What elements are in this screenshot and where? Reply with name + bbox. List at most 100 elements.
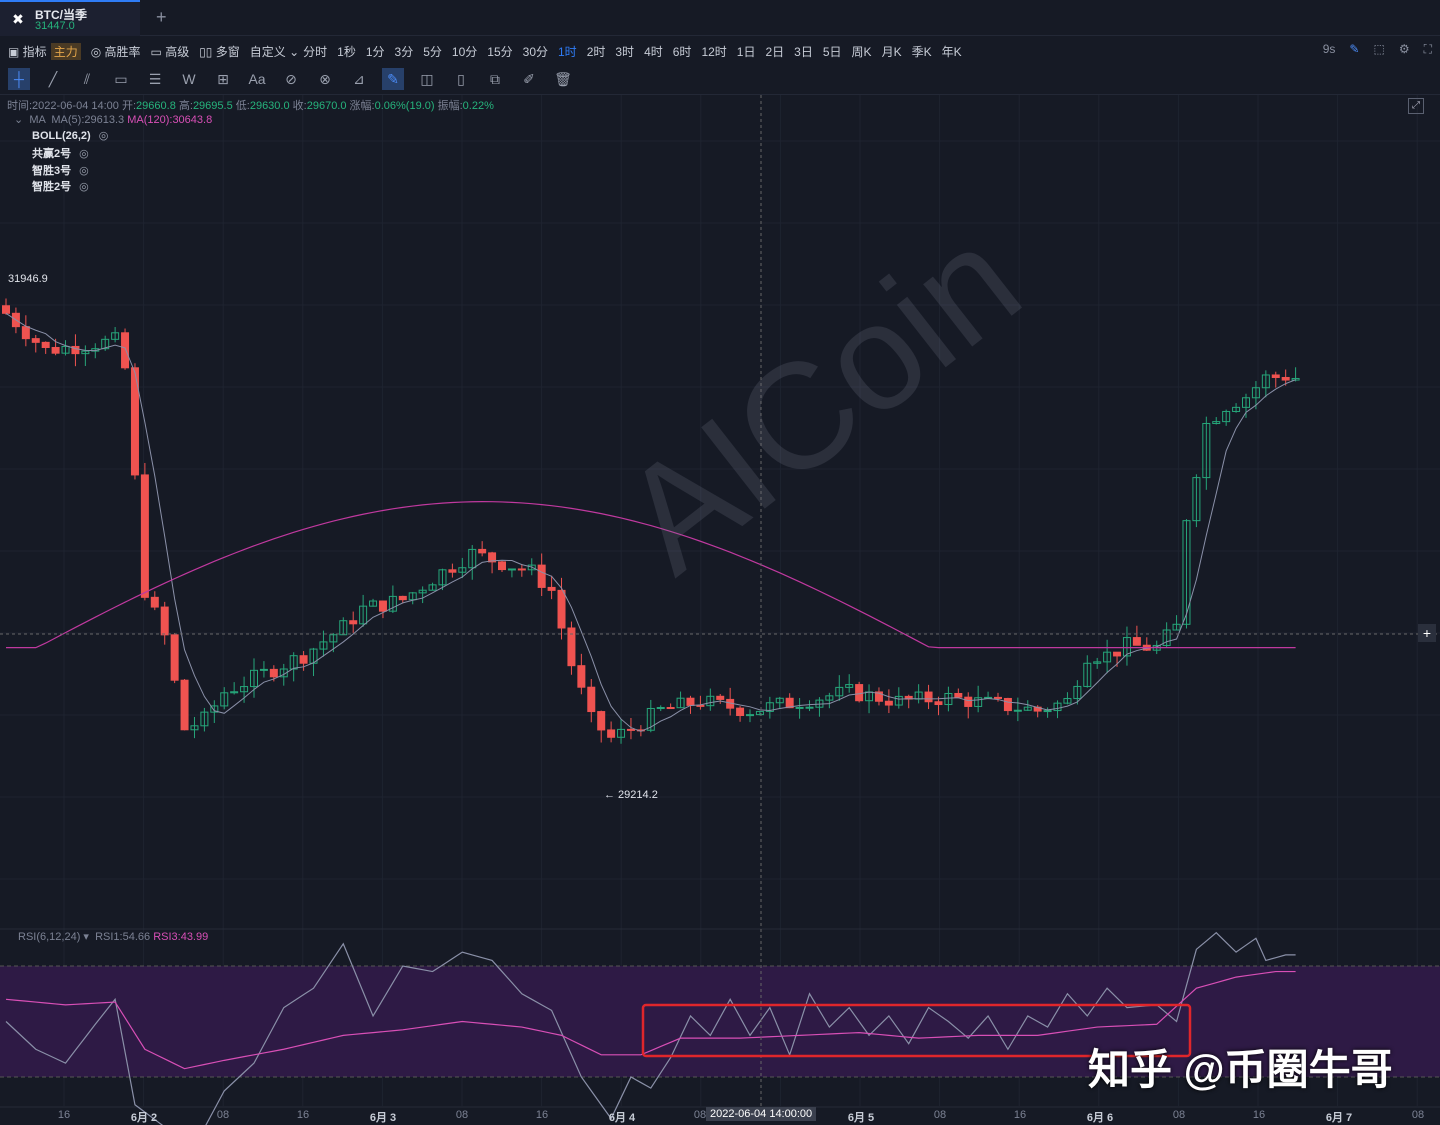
measure-icon[interactable]: ⊞: [217, 71, 229, 87]
magnet-icon[interactable]: ⊘: [285, 71, 297, 87]
advanced-label: 高级: [165, 44, 190, 59]
candle-body: [507, 568, 516, 571]
pencil-icon[interactable]: ✎: [1349, 42, 1360, 56]
text-icon[interactable]: Aa: [248, 71, 266, 87]
period-16[interactable]: 3日: [794, 44, 813, 59]
hide-eye-icon[interactable]: ◎: [79, 181, 89, 193]
candle-body: [210, 705, 219, 713]
draw-mode-icon[interactable]: ✎: [382, 68, 404, 90]
rsi-legend[interactable]: RSI(6,12,24) ▾ RSI1:54.66 RSI3:43.99: [18, 931, 209, 943]
parallel-icon[interactable]: ⫽: [83, 71, 91, 87]
close-value: 29670.0: [306, 100, 347, 112]
expand-icon[interactable]: ⤢: [1408, 98, 1424, 114]
win-rate-button[interactable]: ◎ 高胜率: [90, 44, 141, 59]
indicator-zhisheng3[interactable]: 智胜3号 ◎: [32, 162, 89, 178]
fullscreen-icon[interactable]: ⛶: [1423, 42, 1432, 56]
period-1[interactable]: 1秒: [337, 44, 356, 59]
symbol-price: 31447.0: [35, 20, 75, 32]
refresh-interval[interactable]: 9s: [1322, 42, 1336, 56]
hide-eye-icon[interactable]: ◎: [79, 165, 89, 177]
candle-body: [597, 711, 606, 731]
hide-eye-icon[interactable]: ◎: [79, 148, 89, 160]
period-toolbar: ▣ 指标 主力 ◎ 高胜率 ▭ 高级 ▯▯ 多窗 自定义 ⌄ 分时 1秒 1分 3分 5…: [0, 38, 1440, 64]
settings-icon[interactable]: ⚙: [1398, 42, 1410, 56]
custom-dropdown[interactable]: 自定义 ⌄: [249, 44, 300, 59]
period-12[interactable]: 6时: [672, 44, 692, 59]
hide-eye-icon[interactable]: ◎: [98, 130, 109, 142]
time-tick: 6月 3: [369, 1112, 397, 1124]
period-18[interactable]: 周K: [851, 44, 872, 59]
indicator-boll[interactable]: BOLL(26,2) ◎: [32, 129, 108, 142]
period-20[interactable]: 季K: [911, 44, 932, 59]
candle-body: [746, 714, 754, 717]
candle-body: [418, 589, 427, 594]
low-label: 低:: [235, 100, 250, 112]
candle-body: [349, 620, 358, 625]
period-5[interactable]: 10分: [451, 44, 478, 59]
amplitude-value: 0.22%: [462, 100, 494, 112]
candle-body: [755, 710, 764, 716]
candlestick-chart[interactable]: [0, 95, 1440, 1125]
crosshair-icon[interactable]: ┼: [8, 68, 30, 90]
period-0[interactable]: 分时: [303, 44, 328, 59]
candle-body: [607, 729, 616, 738]
symbol-tab[interactable]: ✖ BTC/当季 31447.0: [0, 0, 140, 36]
candle-body: [180, 679, 189, 731]
indicator-gongying2[interactable]: 共赢2号 ◎: [32, 145, 89, 161]
candle-body: [121, 332, 130, 369]
ruler-icon[interactable]: ⊿: [353, 71, 365, 87]
period-10[interactable]: 3时: [615, 44, 635, 59]
period-7[interactable]: 30分: [522, 44, 548, 59]
time-tick: 16: [57, 1109, 71, 1121]
period-6[interactable]: 15分: [487, 44, 513, 59]
wave-icon[interactable]: W: [182, 71, 196, 87]
candle-body: [388, 595, 397, 612]
copy-icon[interactable]: ⧉: [490, 71, 500, 87]
period-4[interactable]: 5分: [423, 44, 442, 59]
candle-body: [111, 332, 120, 340]
candle-body: [1013, 709, 1022, 712]
hide-icon[interactable]: ▯: [457, 71, 465, 87]
candle-body: [934, 701, 943, 706]
chart-area[interactable]: [0, 94, 1440, 1125]
period-8[interactable]: 1时: [558, 44, 577, 59]
period-14[interactable]: 1日: [736, 44, 756, 59]
candle-body: [825, 695, 834, 701]
period-2[interactable]: 1分: [365, 44, 385, 59]
candle-body: [924, 691, 933, 703]
lock-icon[interactable]: ⊗: [319, 71, 331, 87]
period-11[interactable]: 4时: [644, 44, 663, 59]
advanced-button[interactable]: ▭ 高级: [150, 44, 190, 59]
note-icon[interactable]: ✐: [523, 71, 535, 87]
period-21[interactable]: 年K: [941, 44, 962, 59]
time-tick: 08: [1411, 1109, 1425, 1121]
candle-body: [785, 697, 794, 709]
period-19[interactable]: 月K: [881, 44, 902, 59]
fib-icon[interactable]: ☰: [148, 71, 162, 87]
candle-body: [130, 367, 139, 476]
candle-body: [31, 338, 40, 343]
candle-body: [1222, 410, 1231, 423]
time-tick: 16: [296, 1109, 310, 1121]
candle-body: [716, 695, 725, 700]
period-17[interactable]: 5日: [822, 44, 842, 59]
screenshot-icon[interactable]: ⬚: [1373, 42, 1385, 56]
multi-window-button[interactable]: ▯▯ 多窗: [199, 44, 240, 59]
candle-body: [676, 697, 685, 709]
rsi-band: [0, 966, 1440, 1077]
period-13[interactable]: 12时: [701, 44, 727, 59]
indicators-button[interactable]: ▣ 指标: [8, 44, 47, 59]
indicator-zhisheng2[interactable]: 智胜2号 ◎: [32, 178, 89, 194]
add-alert-icon[interactable]: +: [1418, 624, 1436, 642]
ma-legend[interactable]: ⌄ MA MA(5):29613.3 MA(120):30643.8: [14, 114, 213, 126]
rect-icon[interactable]: ▭: [114, 71, 128, 87]
period-9[interactable]: 2时: [586, 44, 606, 59]
delete-icon[interactable]: 🗑: [554, 71, 572, 87]
show-icon[interactable]: ◫: [420, 71, 434, 87]
period-3[interactable]: 3分: [394, 44, 414, 59]
period-15[interactable]: 2日: [765, 44, 785, 59]
add-tab-icon[interactable]: +: [156, 7, 167, 27]
time-tick: 16: [1252, 1109, 1266, 1121]
line-icon[interactable]: ╱: [48, 71, 58, 87]
main-badge[interactable]: 主力: [50, 42, 81, 60]
